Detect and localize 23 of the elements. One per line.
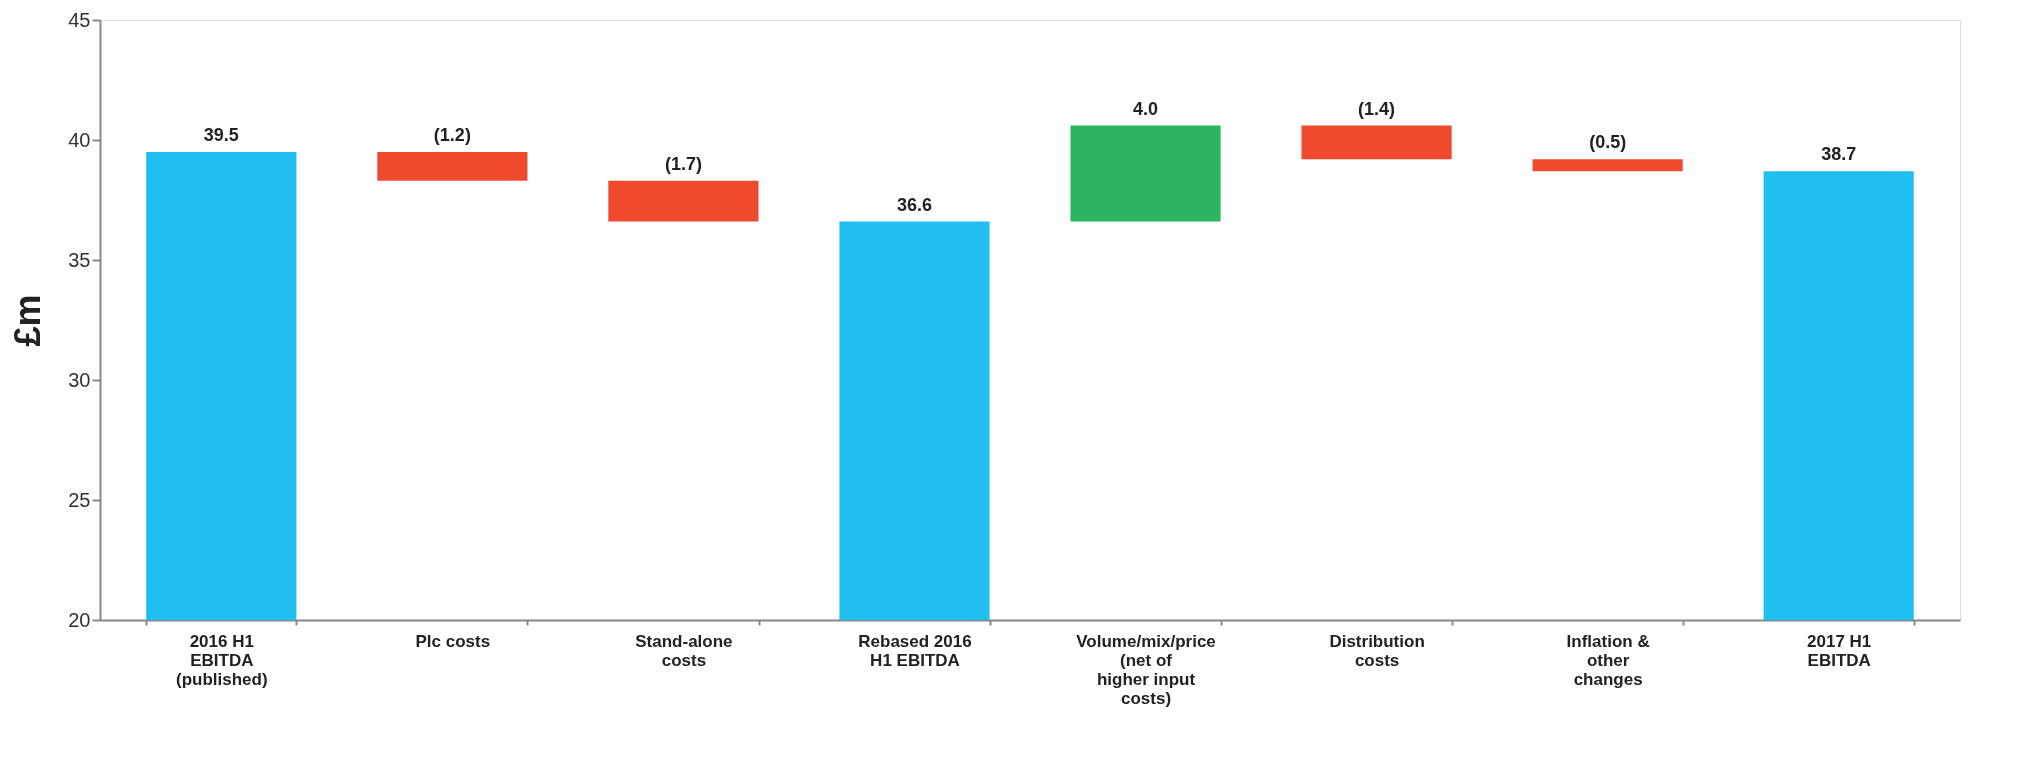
x-tick-label: Inflation & other changes [1566, 631, 1650, 689]
y-tick-label: 40 [68, 128, 91, 151]
x-tick-label: Plc costs [415, 631, 491, 651]
y-axis-title: £m [7, 294, 49, 347]
y-tick-label: 35 [68, 248, 91, 271]
y-tick-label: 25 [68, 488, 91, 511]
data-label: (1.7) [664, 153, 702, 174]
data-label: 36.6 [896, 194, 932, 215]
y-tick-label: 30 [68, 368, 91, 391]
y-tick-label: 45 [68, 8, 91, 31]
x-tick-label: 2017 H1 EBITDA [1807, 631, 1872, 670]
x-tick-label: Distribution costs [1329, 631, 1425, 670]
x-tick-label: Volume/mix/price (net of higher input costs) [1076, 631, 1216, 708]
x-tick-label: Rebased 2016 H1 EBITDA [858, 631, 972, 670]
data-label: (1.2) [433, 125, 471, 145]
data-label: 38.7 [1821, 144, 1857, 165]
data-label: (0.5) [1589, 132, 1627, 153]
y-tick-label: 20 [68, 608, 91, 631]
data-label: (1.4) [1358, 98, 1396, 119]
data-label: 39.5 [203, 125, 239, 145]
x-tick-label: 2016 H1 EBITDA (published) [176, 631, 268, 689]
x-tick-label: Stand-alone costs [635, 631, 733, 670]
data-label: 4.0 [1133, 98, 1159, 119]
